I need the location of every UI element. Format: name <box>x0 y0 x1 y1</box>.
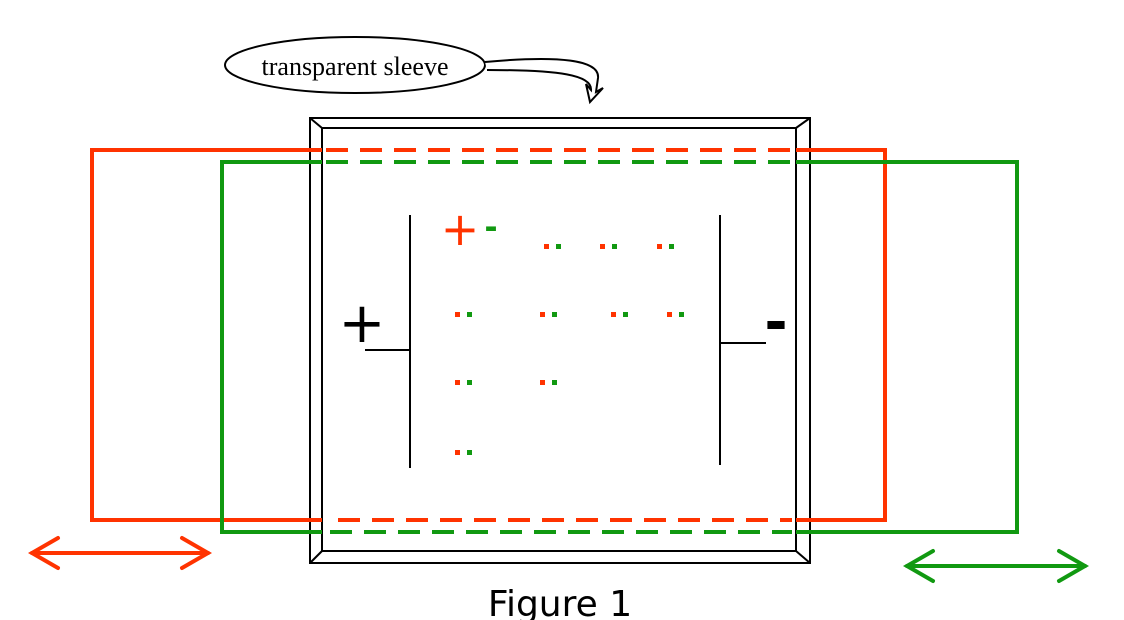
green-frame-left-solid <box>220 160 322 534</box>
right-terminal-minus: - <box>764 290 787 355</box>
sleeve-edge <box>309 550 323 564</box>
charge-pair <box>657 244 674 249</box>
charge-pair <box>540 312 557 317</box>
left-terminal-plus: + <box>339 291 386 356</box>
green-double-arrow <box>902 549 1090 583</box>
figure-caption: Figure 1 <box>488 584 632 620</box>
callout: transparent sleeve <box>224 36 604 105</box>
red-double-arrow <box>27 536 213 570</box>
green-frame-right-solid <box>796 160 1019 534</box>
sleeve-inner <box>321 127 797 552</box>
capacitor <box>365 215 766 468</box>
charge-pair <box>667 312 684 317</box>
red-frame-right-solid <box>796 148 887 522</box>
charge-plus-label: + <box>441 202 480 256</box>
charge-pairs <box>455 244 684 455</box>
callout-label: transparent sleeve <box>262 52 449 81</box>
sleeve-outer <box>309 117 811 564</box>
sleeve-edge <box>309 117 323 129</box>
sleeve-edge <box>795 550 811 564</box>
charge-pair <box>455 312 472 317</box>
charge-pair <box>544 244 561 249</box>
red-frame <box>90 148 887 522</box>
charge-pair <box>540 380 557 385</box>
charge-pair <box>455 450 472 455</box>
callout-tail <box>484 58 604 105</box>
charge-pair <box>611 312 628 317</box>
green-frame <box>220 160 1019 534</box>
charge-pair <box>600 244 617 249</box>
callout-ellipse <box>224 36 486 94</box>
transparent-sleeve <box>309 117 811 564</box>
sleeve-edge <box>795 117 811 129</box>
charge-pair <box>455 380 472 385</box>
red-frame-left-solid <box>90 148 322 522</box>
charge-minus-label: - <box>484 208 497 246</box>
